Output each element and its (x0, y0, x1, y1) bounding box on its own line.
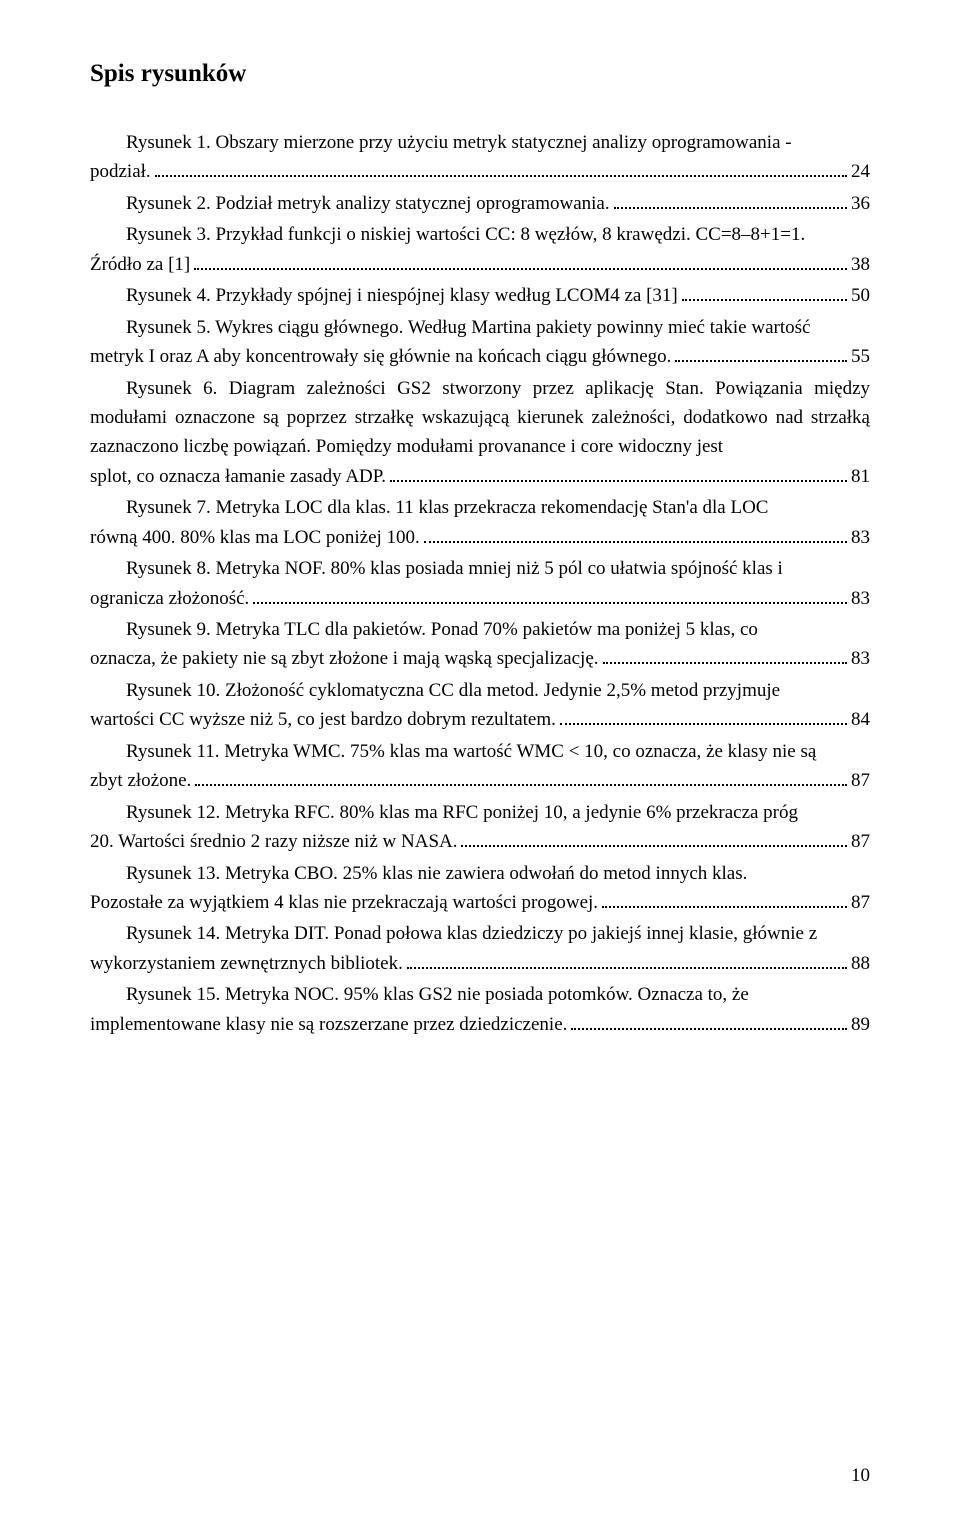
toc-entry-text: Rysunek 8. Metryka NOF. 80% klas posiada… (90, 554, 870, 583)
leader-dots (194, 251, 847, 270)
toc-entry-tail: równą 400. 80% klas ma LOC poniżej 100. (90, 523, 420, 552)
toc-entry-leader: zbyt złożone. 87 (90, 766, 870, 795)
toc-entry-page: 88 (851, 949, 870, 978)
toc-entry-text: Rysunek 6. Diagram zależności GS2 stworz… (90, 374, 870, 462)
toc-entry-text: Rysunek 13. Metryka CBO. 25% klas nie za… (90, 859, 870, 888)
toc-entry-leader: ogranicza złożoność. 83 (90, 584, 870, 613)
leader-dots (602, 889, 847, 908)
toc-entry-tail: wartości CC wyższe niż 5, co jest bardzo… (90, 705, 556, 734)
toc-entry-page: 55 (851, 342, 870, 371)
toc-entry-text: Rysunek 7. Metryka LOC dla klas. 11 klas… (90, 493, 870, 522)
toc-entry-tail: metryk I oraz A aby koncentrowały się gł… (90, 342, 671, 371)
leader-dots (614, 190, 847, 209)
toc-entry-page: 38 (851, 250, 870, 279)
toc-entry-text: Rysunek 10. Złożoność cyklomatyczna CC d… (90, 676, 870, 705)
toc-entry-tail: splot, co oznacza łamanie zasady ADP. (90, 462, 386, 491)
leader-dots (253, 584, 847, 603)
toc-entry-tail: podział. (90, 157, 151, 186)
toc-entry-tail: wykorzystaniem zewnętrznych bibliotek. (90, 949, 403, 978)
page-title: Spis rysunków (90, 60, 870, 88)
leader-dots (195, 767, 847, 786)
toc-entry-text: Rysunek 5. Wykres ciągu głównego. Według… (90, 313, 870, 342)
toc-entry-leader: Rysunek 4. Przykłady spójnej i niespójne… (90, 281, 870, 310)
toc-entry-leader: implementowane klasy nie są rozszerzane … (90, 1010, 870, 1039)
toc-entry-page: 83 (851, 644, 870, 673)
toc-entry-leader: oznacza, że pakiety nie są zbyt złożone … (90, 644, 870, 673)
toc-entry-text: Rysunek 12. Metryka RFC. 80% klas ma RFC… (90, 798, 870, 827)
toc-entry-leader: Źródło za [1] 38 (90, 250, 870, 279)
toc-entry: Rysunek 11. Metryka WMC. 75% klas ma war… (90, 737, 870, 796)
toc-entry-page: 81 (851, 462, 870, 491)
toc-entry-page: 36 (851, 189, 870, 218)
toc-entry-text: Rysunek 14. Metryka DIT. Ponad połowa kl… (90, 919, 870, 948)
leader-dots (407, 950, 847, 969)
toc-entry-text: Rysunek 9. Metryka TLC dla pakietów. Pon… (90, 615, 870, 644)
toc-entry-leader: 20. Wartości średnio 2 razy niższe niż w… (90, 827, 870, 856)
leader-dots (560, 706, 847, 725)
toc-entry-leader: metryk I oraz A aby koncentrowały się gł… (90, 342, 870, 371)
toc-entry-leader: Pozostałe za wyjątkiem 4 klas nie przekr… (90, 888, 870, 917)
toc-entry-leader: wartości CC wyższe niż 5, co jest bardzo… (90, 705, 870, 734)
document-page: Spis rysunków Rysunek 1. Obszary mierzon… (0, 0, 960, 1527)
toc-entry-leader: podział. 24 (90, 157, 870, 186)
toc-entry-leader: wykorzystaniem zewnętrznych bibliotek. 88 (90, 949, 870, 978)
toc-entry-page: 84 (851, 705, 870, 734)
toc-entry-page: 87 (851, 888, 870, 917)
leader-dots (155, 158, 847, 177)
toc-entry-text: Rysunek 11. Metryka WMC. 75% klas ma war… (90, 737, 870, 766)
toc-entry: Rysunek 1. Obszary mierzone przy użyciu … (90, 128, 870, 187)
toc-entry-tail: Rysunek 4. Przykłady spójnej i niespójne… (126, 281, 678, 310)
toc-entry-leader: równą 400. 80% klas ma LOC poniżej 100. 8… (90, 523, 870, 552)
toc-entry-page: 24 (851, 157, 870, 186)
toc-entry: Rysunek 12. Metryka RFC. 80% klas ma RFC… (90, 798, 870, 857)
leader-dots (675, 343, 847, 362)
toc-entry-tail: Źródło za [1] (90, 250, 190, 279)
toc-list: Rysunek 1. Obszary mierzone przy użyciu … (90, 128, 870, 1039)
toc-entry: Rysunek 7. Metryka LOC dla klas. 11 klas… (90, 493, 870, 552)
toc-entry-text: Rysunek 3. Przykład funkcji o niskiej wa… (90, 220, 870, 249)
toc-entry-page: 83 (851, 584, 870, 613)
toc-entry-page: 50 (851, 281, 870, 310)
toc-entry-tail: oznacza, że pakiety nie są zbyt złożone … (90, 644, 599, 673)
toc-entry: Rysunek 14. Metryka DIT. Ponad połowa kl… (90, 919, 870, 978)
toc-entry: Rysunek 9. Metryka TLC dla pakietów. Pon… (90, 615, 870, 674)
leader-dots (603, 645, 847, 664)
toc-entry: Rysunek 15. Metryka NOC. 95% klas GS2 ni… (90, 980, 870, 1039)
toc-entry-leader: splot, co oznacza łamanie zasady ADP. 81 (90, 462, 870, 491)
toc-entry-tail: zbyt złożone. (90, 766, 191, 795)
leader-dots (461, 828, 847, 847)
toc-entry-tail: Pozostałe za wyjątkiem 4 klas nie przekr… (90, 888, 598, 917)
toc-entry-page: 87 (851, 766, 870, 795)
toc-entry: Rysunek 2. Podział metryk analizy statyc… (90, 189, 870, 218)
leader-dots (571, 1011, 847, 1030)
leader-dots (682, 282, 847, 301)
toc-entry: Rysunek 10. Złożoność cyklomatyczna CC d… (90, 676, 870, 735)
toc-entry: Rysunek 6. Diagram zależności GS2 stworz… (90, 374, 870, 492)
toc-entry-tail: 20. Wartości średnio 2 razy niższe niż w… (90, 827, 457, 856)
leader-dots (390, 463, 847, 482)
toc-entry: Rysunek 13. Metryka CBO. 25% klas nie za… (90, 859, 870, 918)
toc-entry: Rysunek 3. Przykład funkcji o niskiej wa… (90, 220, 870, 279)
toc-entry-leader: Rysunek 2. Podział metryk analizy statyc… (90, 189, 870, 218)
toc-entry-tail: ogranicza złożoność. (90, 584, 249, 613)
toc-entry-page: 83 (851, 523, 870, 552)
toc-entry-tail: implementowane klasy nie są rozszerzane … (90, 1010, 567, 1039)
toc-entry: Rysunek 4. Przykłady spójnej i niespójne… (90, 281, 870, 310)
toc-entry-page: 87 (851, 827, 870, 856)
toc-entry-page: 89 (851, 1010, 870, 1039)
toc-entry-text: Rysunek 15. Metryka NOC. 95% klas GS2 ni… (90, 980, 870, 1009)
page-number: 10 (851, 1465, 870, 1487)
toc-entry-text: Rysunek 1. Obszary mierzone przy użyciu … (90, 128, 870, 157)
toc-entry-tail: Rysunek 2. Podział metryk analizy statyc… (126, 189, 610, 218)
toc-entry: Rysunek 8. Metryka NOF. 80% klas posiada… (90, 554, 870, 613)
toc-entry: Rysunek 5. Wykres ciągu głównego. Według… (90, 313, 870, 372)
leader-dots (424, 524, 847, 543)
